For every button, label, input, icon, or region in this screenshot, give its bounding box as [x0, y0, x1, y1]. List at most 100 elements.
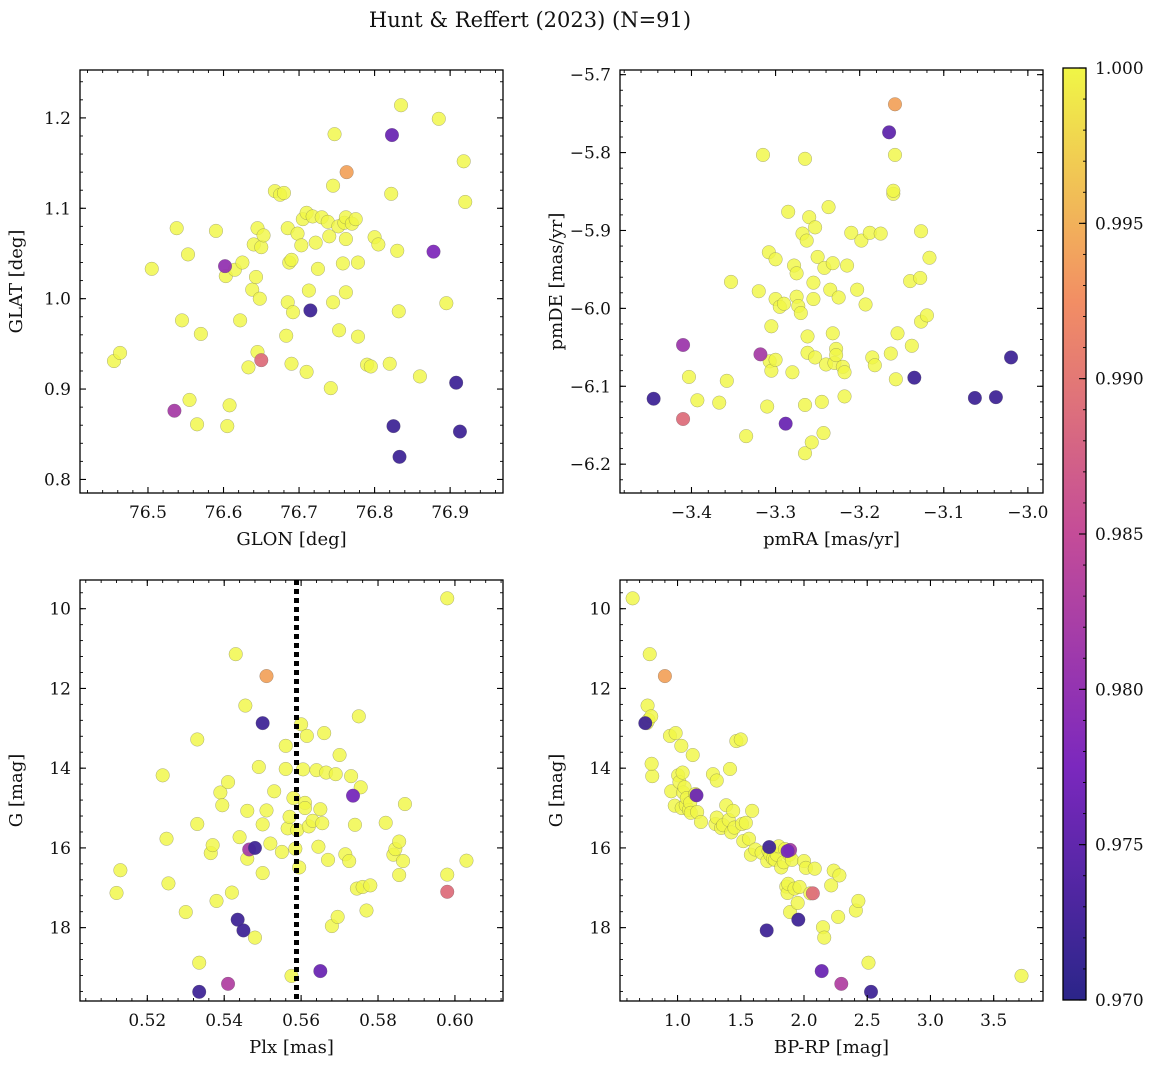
data-point: [159, 831, 174, 846]
data-point: [768, 352, 783, 367]
x-tick-label: 0.54: [205, 1011, 243, 1031]
y-tick-label: 10: [589, 600, 611, 620]
y-tick-label: −6.0: [570, 299, 611, 319]
x-tick-label: 0.56: [282, 1011, 320, 1031]
data-point: [350, 329, 365, 344]
data-point: [806, 275, 821, 290]
data-point: [1014, 968, 1029, 983]
data-point: [762, 840, 777, 855]
data-point: [456, 154, 471, 169]
data-point: [247, 930, 262, 945]
data-point: [240, 803, 255, 818]
axes-frame: [619, 69, 1044, 494]
data-point: [161, 876, 176, 891]
data-point: [267, 784, 282, 799]
data-point: [1004, 350, 1019, 365]
colorbar-tick-label: 0.985: [1095, 525, 1144, 545]
data-point: [798, 446, 813, 461]
data-point: [218, 259, 233, 274]
y-tick-label: 14: [589, 759, 611, 779]
data-point: [780, 844, 795, 859]
data-point: [829, 348, 844, 363]
data-point: [690, 393, 705, 408]
data-point: [712, 395, 727, 410]
data-point: [837, 389, 852, 404]
data-point: [342, 854, 357, 869]
data-point: [914, 224, 929, 239]
data-point: [391, 304, 406, 319]
data-point: [850, 282, 865, 297]
data-point: [861, 955, 876, 970]
y-tick-label: 12: [589, 679, 611, 699]
data-point: [668, 726, 683, 741]
data-point: [332, 323, 347, 338]
data-point: [238, 698, 253, 713]
data-point: [233, 313, 248, 328]
data-point: [793, 306, 808, 321]
data-point: [831, 290, 846, 305]
x-tick-label: 0.60: [436, 1011, 474, 1031]
data-point: [278, 761, 293, 776]
data-point: [359, 903, 374, 918]
data-point: [804, 435, 819, 450]
data-point: [299, 728, 314, 743]
data-point: [155, 768, 170, 783]
data-point: [776, 296, 791, 311]
x-tick-label: −3.1: [923, 503, 964, 523]
data-point: [741, 831, 756, 846]
x-tick-label: 76.7: [280, 503, 318, 523]
data-point: [397, 797, 412, 812]
y-tick-label: −6.2: [570, 455, 611, 475]
data-point: [392, 449, 407, 464]
data-point: [913, 270, 928, 285]
points-pmra-pmde: [646, 97, 1019, 461]
data-point: [907, 370, 922, 385]
data-point: [303, 303, 318, 318]
data-point: [753, 347, 768, 362]
data-point: [224, 885, 239, 900]
data-point: [332, 748, 347, 763]
data-point: [790, 895, 805, 910]
data-point: [274, 844, 289, 859]
y-tick-label: 1.1: [44, 199, 71, 219]
data-point: [299, 364, 314, 379]
y-tick-label: 0.8: [44, 470, 71, 490]
x-axis-label: pmRA [mas/yr]: [763, 529, 900, 550]
data-point: [326, 178, 341, 193]
data-point: [208, 223, 223, 238]
data-point: [311, 839, 326, 854]
data-point: [760, 399, 775, 414]
data-point: [817, 930, 832, 945]
data-point: [709, 773, 724, 788]
data-point: [645, 769, 660, 784]
data-point: [235, 255, 250, 270]
data-point: [321, 852, 336, 867]
x-tick-label: 76.9: [431, 503, 469, 523]
data-point: [851, 893, 866, 908]
x-tick-label: −3.2: [839, 503, 880, 523]
data-point: [745, 803, 760, 818]
data-point: [248, 269, 263, 284]
data-point: [279, 328, 294, 343]
colorbar-tick-label: 0.980: [1095, 680, 1144, 700]
y-tick-label: 1.2: [44, 109, 71, 129]
data-point: [247, 840, 262, 855]
data-point: [675, 765, 690, 780]
y-tick-label: 1.0: [44, 290, 71, 310]
data-point: [844, 225, 859, 240]
data-point: [315, 816, 330, 831]
data-point: [284, 356, 299, 371]
x-tick-label: 2.5: [854, 1011, 881, 1031]
data-point: [394, 98, 409, 113]
y-tick-label: −5.9: [570, 221, 611, 241]
x-axis-label: GLON [deg]: [236, 529, 346, 550]
data-point: [384, 186, 399, 201]
data-point: [390, 243, 405, 258]
data-point: [837, 365, 852, 380]
data-point: [228, 647, 243, 662]
data-point: [440, 884, 455, 899]
data-point: [382, 356, 397, 371]
data-point: [109, 885, 124, 900]
data-point: [798, 397, 813, 412]
data-point: [290, 226, 305, 241]
